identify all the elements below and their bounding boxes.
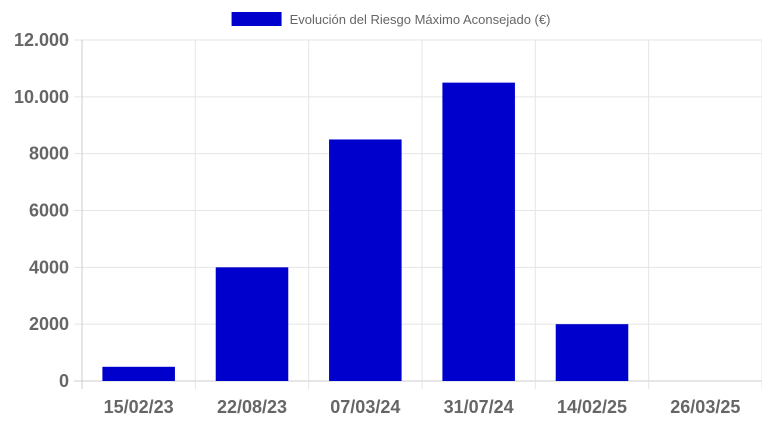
x-tick-label: 07/03/24 <box>330 397 400 417</box>
bar[interactable] <box>555 324 629 381</box>
y-tick-label: 2000 <box>29 314 69 334</box>
x-tick-label: 31/07/24 <box>444 397 514 417</box>
y-tick-label: 6000 <box>29 201 69 221</box>
bar[interactable] <box>215 267 289 381</box>
y-tick-label: 10.000 <box>14 87 69 107</box>
bar[interactable] <box>329 139 402 381</box>
legend-label: Evolución del Riesgo Máximo Aconsejado (… <box>290 12 551 27</box>
y-tick-label: 12.000 <box>14 30 69 50</box>
grid-lines <box>74 39 762 389</box>
x-tick-label: 14/02/25 <box>557 397 627 417</box>
y-tick-label: 0 <box>59 371 69 391</box>
legend-swatch <box>231 12 282 26</box>
y-axis-ticks: 0 2000 4000 6000 8000 10.000 12.000 <box>14 30 69 391</box>
x-tick-label: 15/02/23 <box>104 397 174 417</box>
bar[interactable] <box>102 366 175 381</box>
x-tick-label: 26/03/25 <box>670 397 740 417</box>
bar-series <box>102 82 629 381</box>
legend[interactable]: Evolución del Riesgo Máximo Aconsejado (… <box>231 12 551 27</box>
y-tick-label: 8000 <box>29 144 69 164</box>
x-tick-label: 22/08/23 <box>217 397 287 417</box>
bar[interactable] <box>442 82 515 381</box>
x-axis-ticks: 15/02/23 22/08/23 07/03/24 31/07/24 14/02/25… <box>104 397 741 417</box>
y-tick-label: 4000 <box>29 257 69 277</box>
